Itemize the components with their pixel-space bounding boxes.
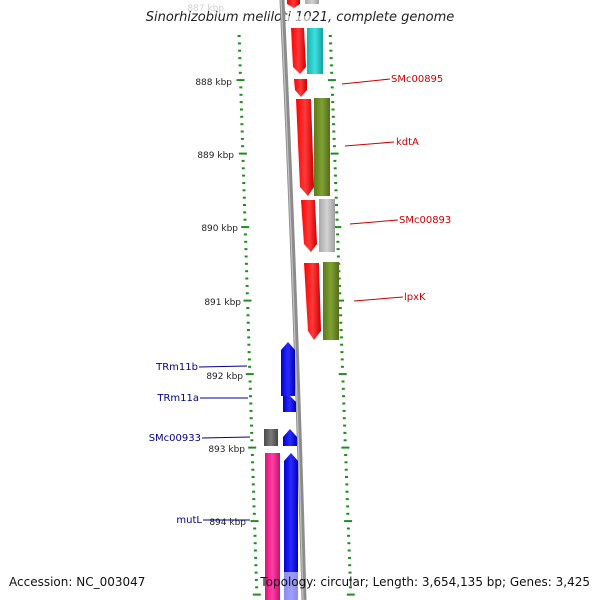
gene-track-left <box>264 342 301 600</box>
gene-arrow-red-kdtA[interactable] <box>296 99 314 196</box>
accession-text: Accession: NC_003047 <box>9 575 146 589</box>
scale-label-892: 892 kbp <box>206 372 243 382</box>
gene-label-smc00893[interactable]: SMc00893 <box>399 215 451 226</box>
gene-arrow-red-top[interactable] <box>287 0 300 8</box>
scale-label-888: 888 kbp <box>195 78 232 88</box>
gene-box-olive-kdtA[interactable] <box>314 98 330 196</box>
gene-box-gray-top[interactable] <box>305 0 319 4</box>
gene-box-cyan[interactable] <box>307 28 323 74</box>
scale-label-893: 893 kbp <box>208 445 245 455</box>
gene-arrow-red-1[interactable] <box>291 28 306 74</box>
callouts-right <box>341 78 404 302</box>
gene-arrow-blue-trm11a[interactable] <box>283 396 296 412</box>
gene-labels-right: SMc00895 kdtA SMc00893 lpxK <box>391 74 451 303</box>
scale-label-887: 887 kbp <box>187 4 224 14</box>
gene-arrow-red-smc00895[interactable] <box>294 79 307 97</box>
gene-label-trm11b[interactable]: TRm11b <box>155 362 198 373</box>
gene-labels-left: TRm11b TRm11a SMc00933 mutL <box>149 362 203 526</box>
scale-label-894: 894 kbp <box>209 518 246 528</box>
scale-labels: 887 kbp 888 kbp 889 kbp 890 kbp 891 kbp … <box>187 4 246 528</box>
callout-line-lpxk <box>353 296 404 302</box>
gene-box-darkgray-smc00933[interactable] <box>264 429 278 446</box>
gene-arrow-blue-trm11b[interactable] <box>281 342 295 396</box>
scale-label-890: 890 kbp <box>201 224 238 234</box>
callout-line-smc00933 <box>201 436 251 439</box>
gene-box-magenta-mutl[interactable] <box>265 453 280 600</box>
callout-line-smc00893 <box>349 219 399 225</box>
gene-box-gray-smc00893[interactable] <box>319 199 335 252</box>
gene-arrow-blue-smc00933[interactable] <box>283 429 297 446</box>
genome-summary-text: Topology: circular; Length: 3,654,135 bp… <box>260 575 590 589</box>
gene-arrow-blue-mutl[interactable] <box>284 453 298 600</box>
gene-label-kdtA[interactable]: kdtA <box>396 137 419 148</box>
scale-ticks-right <box>327 35 355 596</box>
scale-label-891: 891 kbp <box>204 298 241 308</box>
genome-backbone <box>279 0 307 600</box>
gene-overlay-bottom <box>283 572 301 600</box>
gene-track-inner <box>287 0 321 340</box>
gene-arrow-red-smc00893[interactable] <box>301 200 317 252</box>
callout-line-smc00895 <box>341 78 391 85</box>
gene-arrow-red-lpxk[interactable] <box>304 263 321 340</box>
gene-track-outer <box>305 0 339 340</box>
gene-label-smc00933[interactable]: SMc00933 <box>149 433 201 444</box>
gene-label-trm11a[interactable]: TRm11a <box>156 393 199 404</box>
scale-label-889: 889 kbp <box>197 151 234 161</box>
gene-box-olive-lpxk[interactable] <box>323 262 339 340</box>
callout-line-trm11b <box>198 365 248 368</box>
title-highlight <box>288 16 312 28</box>
scale-ticks-left <box>236 35 261 596</box>
gene-label-mutl[interactable]: mutL <box>176 515 202 526</box>
gene-label-smc00895[interactable]: SMc00895 <box>391 74 443 85</box>
gene-label-lpxk[interactable]: lpxK <box>404 292 426 303</box>
callouts-left <box>198 365 251 521</box>
callout-line-kdtA <box>344 141 395 147</box>
genome-backbone-highlight <box>280 0 304 600</box>
